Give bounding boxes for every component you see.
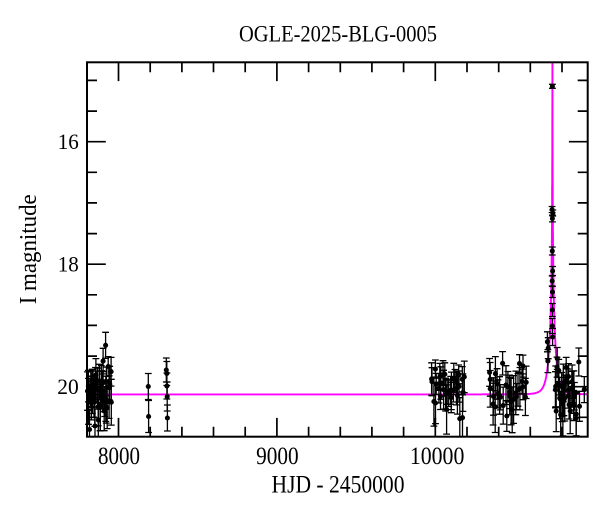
svg-text:10000: 10000 (410, 443, 465, 470)
svg-text:I magnitude: I magnitude (16, 194, 42, 304)
svg-text:HJD - 2450000: HJD - 2450000 (272, 472, 405, 499)
svg-text:OGLE-2025-BLG-0005: OGLE-2025-BLG-0005 (239, 22, 437, 48)
svg-text:9000: 9000 (256, 443, 299, 470)
svg-text:18: 18 (58, 251, 79, 276)
svg-text:8000: 8000 (98, 443, 140, 470)
svg-text:20: 20 (57, 374, 79, 399)
svg-text:16: 16 (58, 129, 79, 154)
